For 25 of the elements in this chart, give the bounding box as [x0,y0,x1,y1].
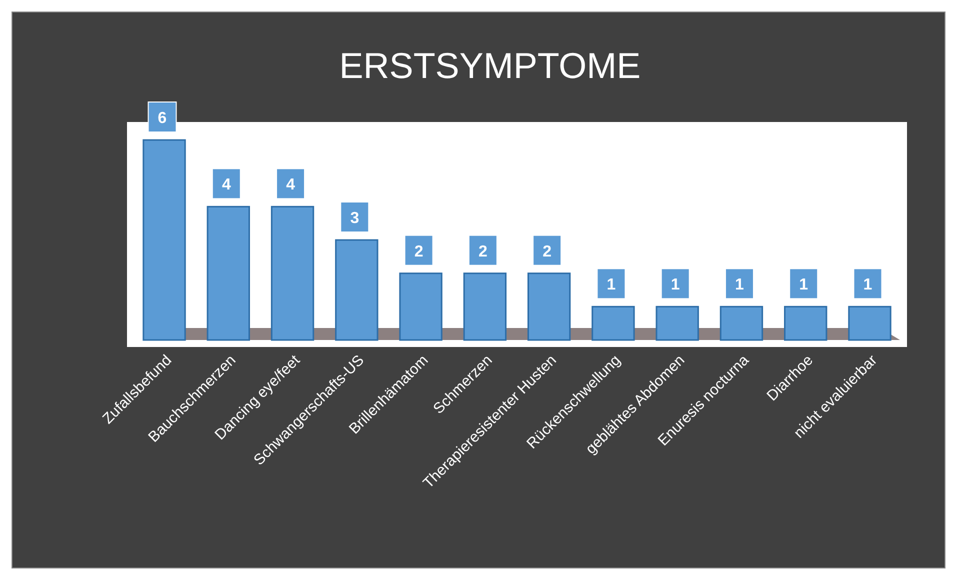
data-label: 3 [350,210,360,227]
bar [720,306,764,341]
data-label: 2 [414,243,424,260]
bar [592,306,635,341]
bar [848,306,892,341]
data-label: 1 [606,276,616,294]
data-label: 2 [542,243,552,260]
bar [656,306,699,341]
bar [399,272,442,341]
bar [270,206,314,341]
bar [527,272,571,341]
data-label: 4 [222,176,231,194]
data-label: 6 [158,110,167,127]
data-label: 4 [286,176,296,194]
chart-title: ERSTSYMPTOME [339,45,641,86]
data-label: 1 [735,276,744,294]
bar [142,139,186,341]
data-label: 1 [799,276,808,294]
bar [784,306,828,341]
bar [206,206,250,341]
data-label: 1 [670,276,680,294]
bar [335,239,378,341]
bar [463,272,507,341]
data-label: 2 [478,243,488,260]
data-label: 1 [863,276,872,294]
